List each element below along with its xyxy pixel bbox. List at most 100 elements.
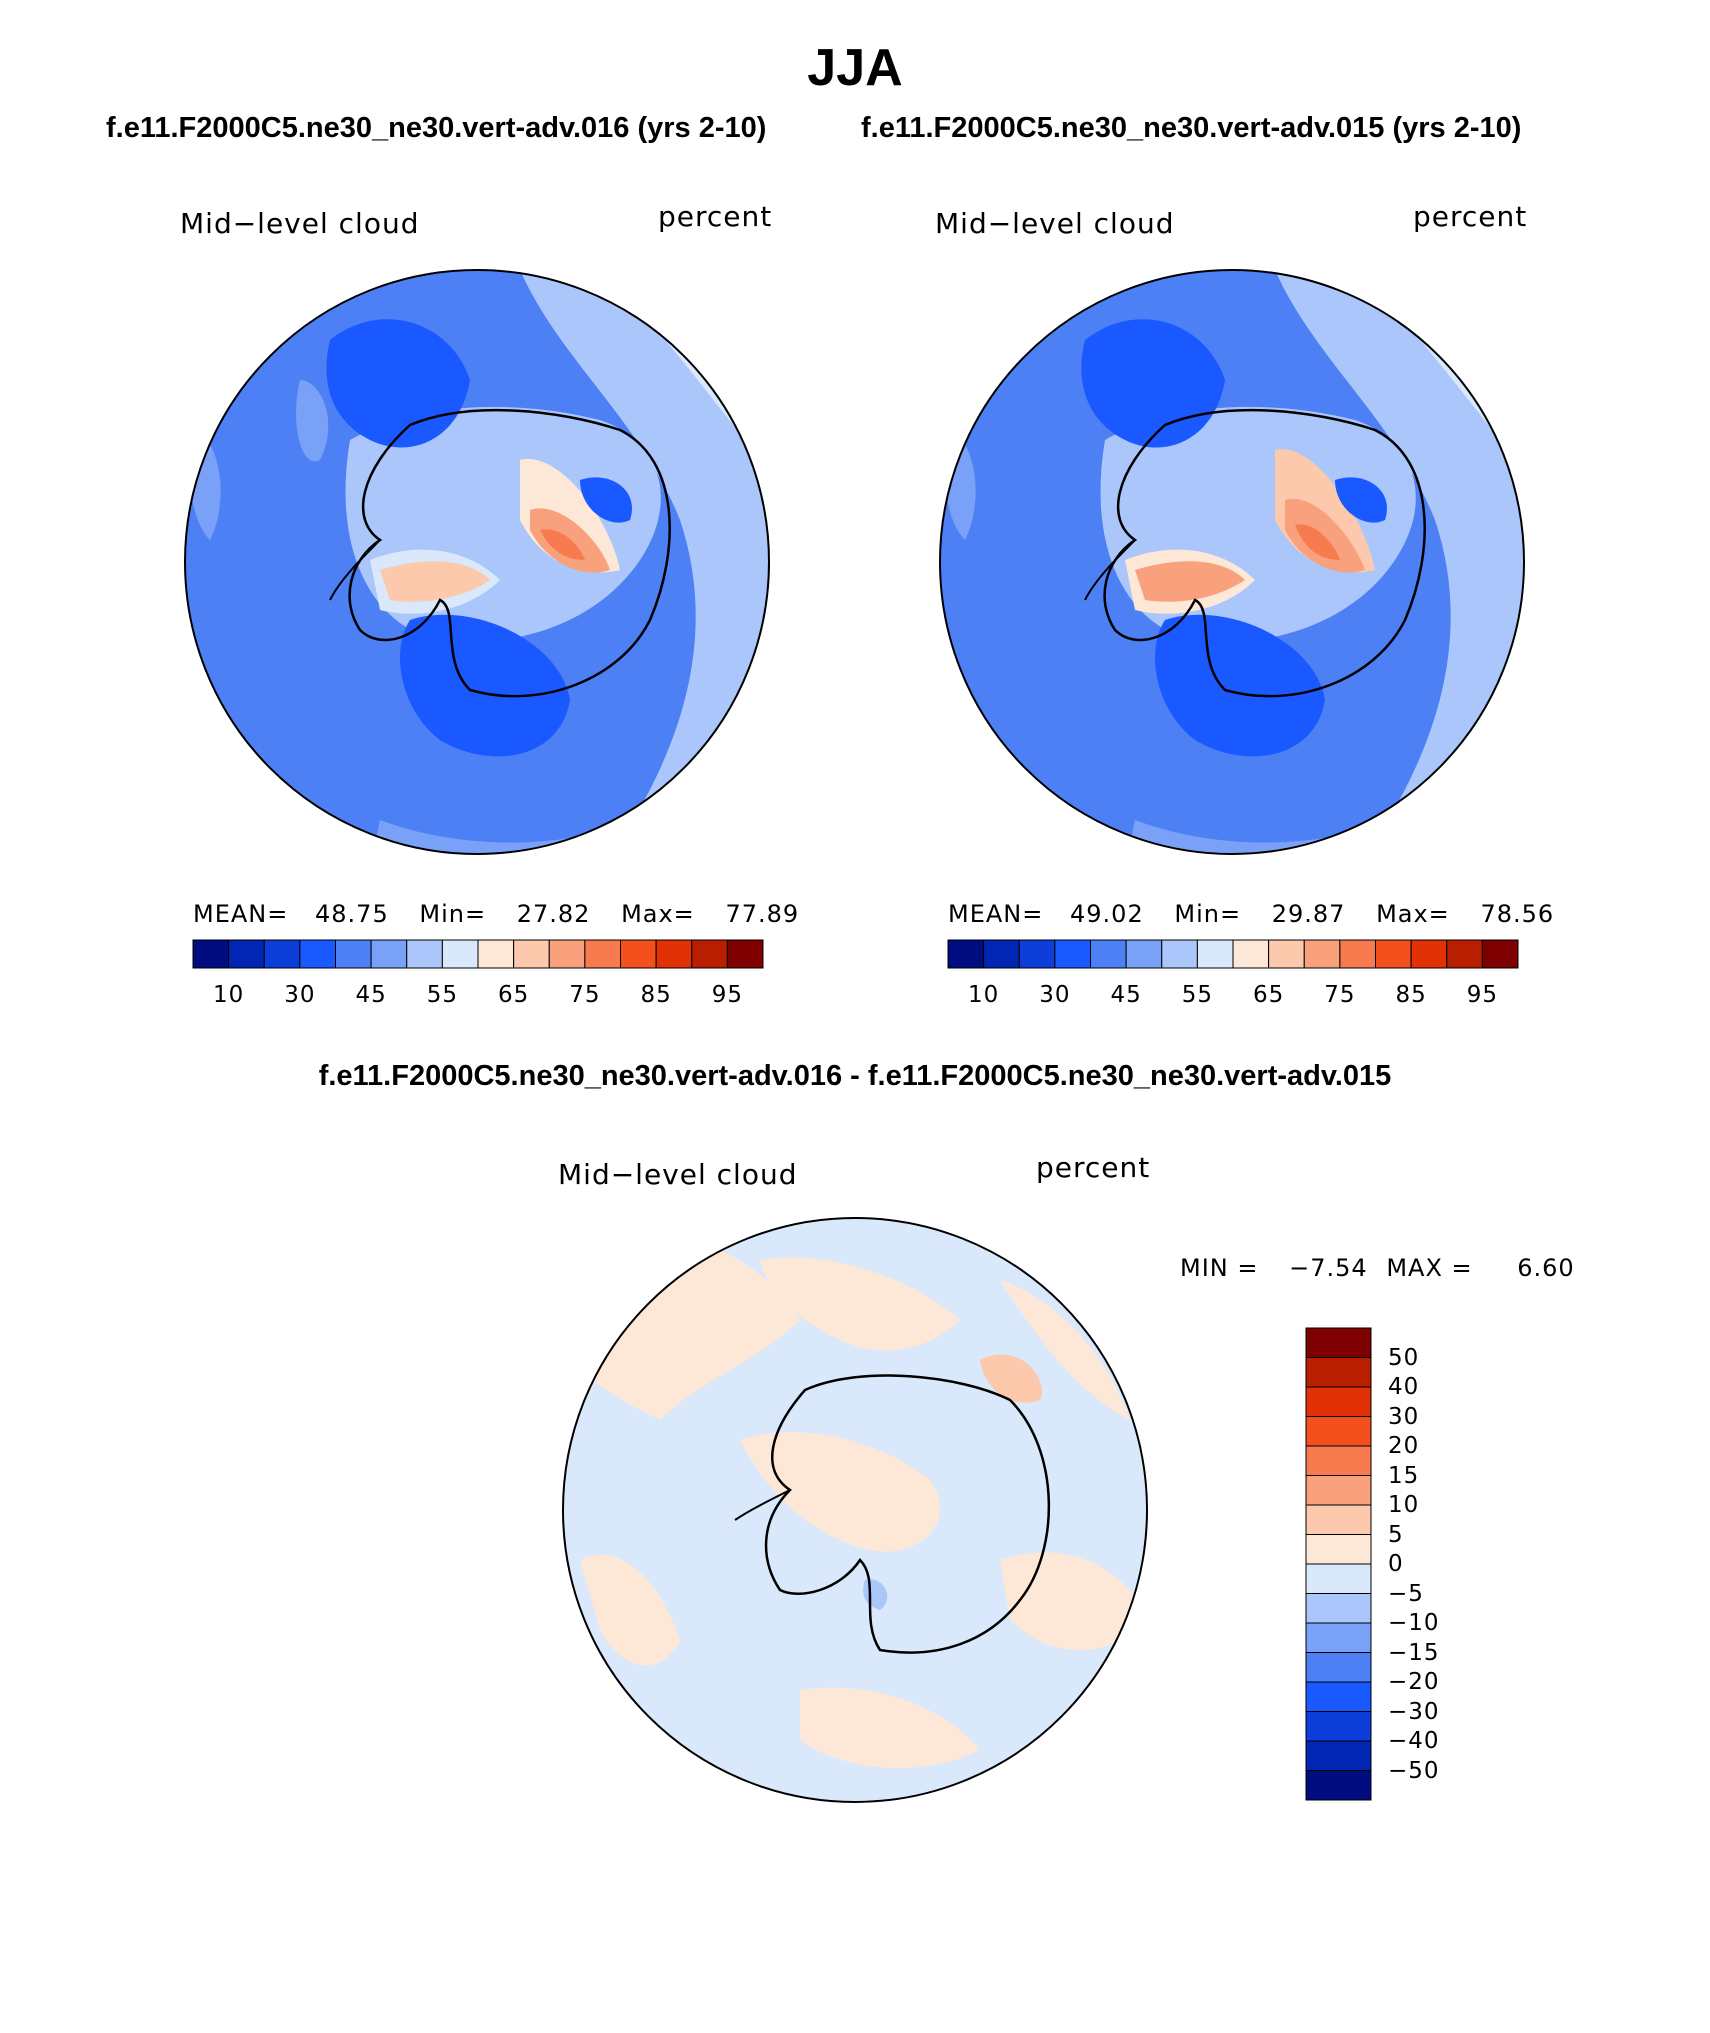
colorbar-panel2 [947,939,1519,969]
difference-title: f.e11.F2000C5.ne30_ne30.vert-adv.016 - f… [318,1060,1392,1092]
colorbar-tick-label: 65 [497,982,530,1008]
colorbar-tick-label: 85 [640,982,672,1008]
colorbar-swatch [263,939,301,969]
colorbar-tick-label: 30 [284,982,316,1008]
max-value: 6.60 [1517,1254,1575,1282]
panel1-stats: MEAN= 48.75 Min= 27.82 Max= 77.89 [193,900,799,928]
colorbar-swatch [1375,939,1412,969]
panel2-stats: MEAN= 49.02 Min= 29.87 Max= 78.56 [948,900,1554,928]
colorbar-swatch [947,939,985,969]
colorbar-swatch [1305,1445,1372,1476]
colorbar-tick-label: 40 [1388,1374,1420,1400]
colorbar-swatch [1305,1386,1372,1417]
colorbar-tick-label: 0 [1388,1551,1404,1577]
colorbar-swatch [1446,939,1483,969]
colorbar-tick-label: 55 [426,982,459,1008]
colorbar-tick-label: 15 [1388,1462,1420,1489]
colorbar-tick-label: 10 [967,982,1000,1008]
colorbar-swatch [691,939,728,969]
colorbar-swatch [1481,939,1519,969]
colorbar-swatch [441,939,479,969]
map1-border [184,269,770,855]
min-value: 27.82 [516,900,591,928]
colorbar-tick-label: 30 [1039,982,1071,1008]
mean-label: MEAN= [948,900,1044,928]
colorbar-swatch [1305,1652,1372,1683]
colorbar-swatch [1303,939,1341,969]
colorbar-swatch [477,939,515,969]
colorbar-swatch [620,939,657,969]
diff-units: percent [1036,1151,1151,1184]
colorbar-tick-label: 5 [1388,1521,1404,1548]
max-label: Max= [1376,900,1450,928]
colorbar-tick-label: −10 [1388,1610,1440,1636]
colorbar-swatch [1305,1711,1372,1742]
colorbar-tick-label: 30 [1388,1403,1420,1430]
colorbar-swatch [1305,1327,1372,1358]
colorbar-swatch [1054,939,1091,969]
colorbar-swatch [584,939,621,969]
max-value: 78.56 [1480,900,1555,928]
panel2-variable: Mid−level cloud [935,207,1175,240]
max-value: 77.89 [725,900,800,928]
map2-border [939,269,1525,855]
figure-title: JJA [807,39,903,97]
colorbar-tick-label: −15 [1388,1639,1440,1666]
colorbar-swatch [548,939,586,969]
min-value: 29.87 [1271,900,1346,928]
map-panel2 [940,270,1524,854]
colorbar-tick-label: −40 [1388,1728,1440,1754]
colorbar-difference [1305,1327,1372,1801]
colorbar-tick-label: 45 [355,982,387,1008]
colorbar-tick-label: 50 [1388,1344,1420,1371]
colorbar-tick-label: 95 [711,982,744,1008]
colorbar-swatch [228,939,265,969]
map-panel1 [185,270,769,854]
colorbar-tick-label: 95 [1466,982,1499,1008]
colorbar-swatch [1305,1534,1372,1565]
colorbar-swatch [1305,1622,1372,1653]
panel2-units: percent [1413,200,1528,233]
panel1-units: percent [658,200,773,233]
map-difference [563,1218,1147,1802]
colorbar-swatch [1196,939,1234,969]
colorbar-tick-label: 65 [1252,982,1285,1008]
colorbar-swatch [406,939,443,969]
colorbar-swatch [655,939,693,969]
colorbar-swatch [1232,939,1270,969]
colorbar-swatch [1125,939,1163,969]
colorbar-swatch [299,939,336,969]
colorbar-swatch [1161,939,1198,969]
colorbar-tick-label: −30 [1388,1698,1440,1725]
colorbar-swatch [1305,1563,1372,1594]
colorbar-swatch [726,939,764,969]
colorbar-swatch [983,939,1020,969]
diff-stats: MIN = −7.54 MAX = 6.60 [1180,1254,1575,1282]
max-label: Max= [621,900,695,928]
colorbar-swatch [1305,1681,1372,1712]
mean-value: 48.75 [315,900,389,928]
colorbar-tick-label: −5 [1388,1580,1424,1607]
colorbar-swatch [1090,939,1127,969]
colorbar-swatch [1339,939,1376,969]
colorbar-swatch [1305,1504,1372,1535]
colorbar-swatch [1305,1740,1372,1771]
colorbar-tick-label: 75 [569,982,601,1008]
colorbar-swatch [1410,939,1448,969]
colorbar-tick-label: 10 [212,982,245,1008]
colorbar-swatch [1018,939,1056,969]
case1-title: f.e11.F2000C5.ne30_ne30.vert-adv.016 (yr… [106,112,767,144]
colorbar-swatch [513,939,550,969]
max-label: MAX = [1386,1254,1473,1282]
colorbar-swatch [1268,939,1305,969]
min-value: −7.54 [1289,1254,1368,1282]
colorbar-tick-label: 55 [1181,982,1214,1008]
colorbar-swatch [1305,1770,1372,1801]
colorbar-swatch [1305,1593,1372,1624]
colorbar-tick-label: 20 [1388,1433,1420,1459]
case2-title: f.e11.F2000C5.ne30_ne30.vert-adv.015 (yr… [861,112,1522,144]
colorbar-panel1 [192,939,764,969]
colorbar-swatch [335,939,372,969]
colorbar-tick-label: 85 [1395,982,1427,1008]
